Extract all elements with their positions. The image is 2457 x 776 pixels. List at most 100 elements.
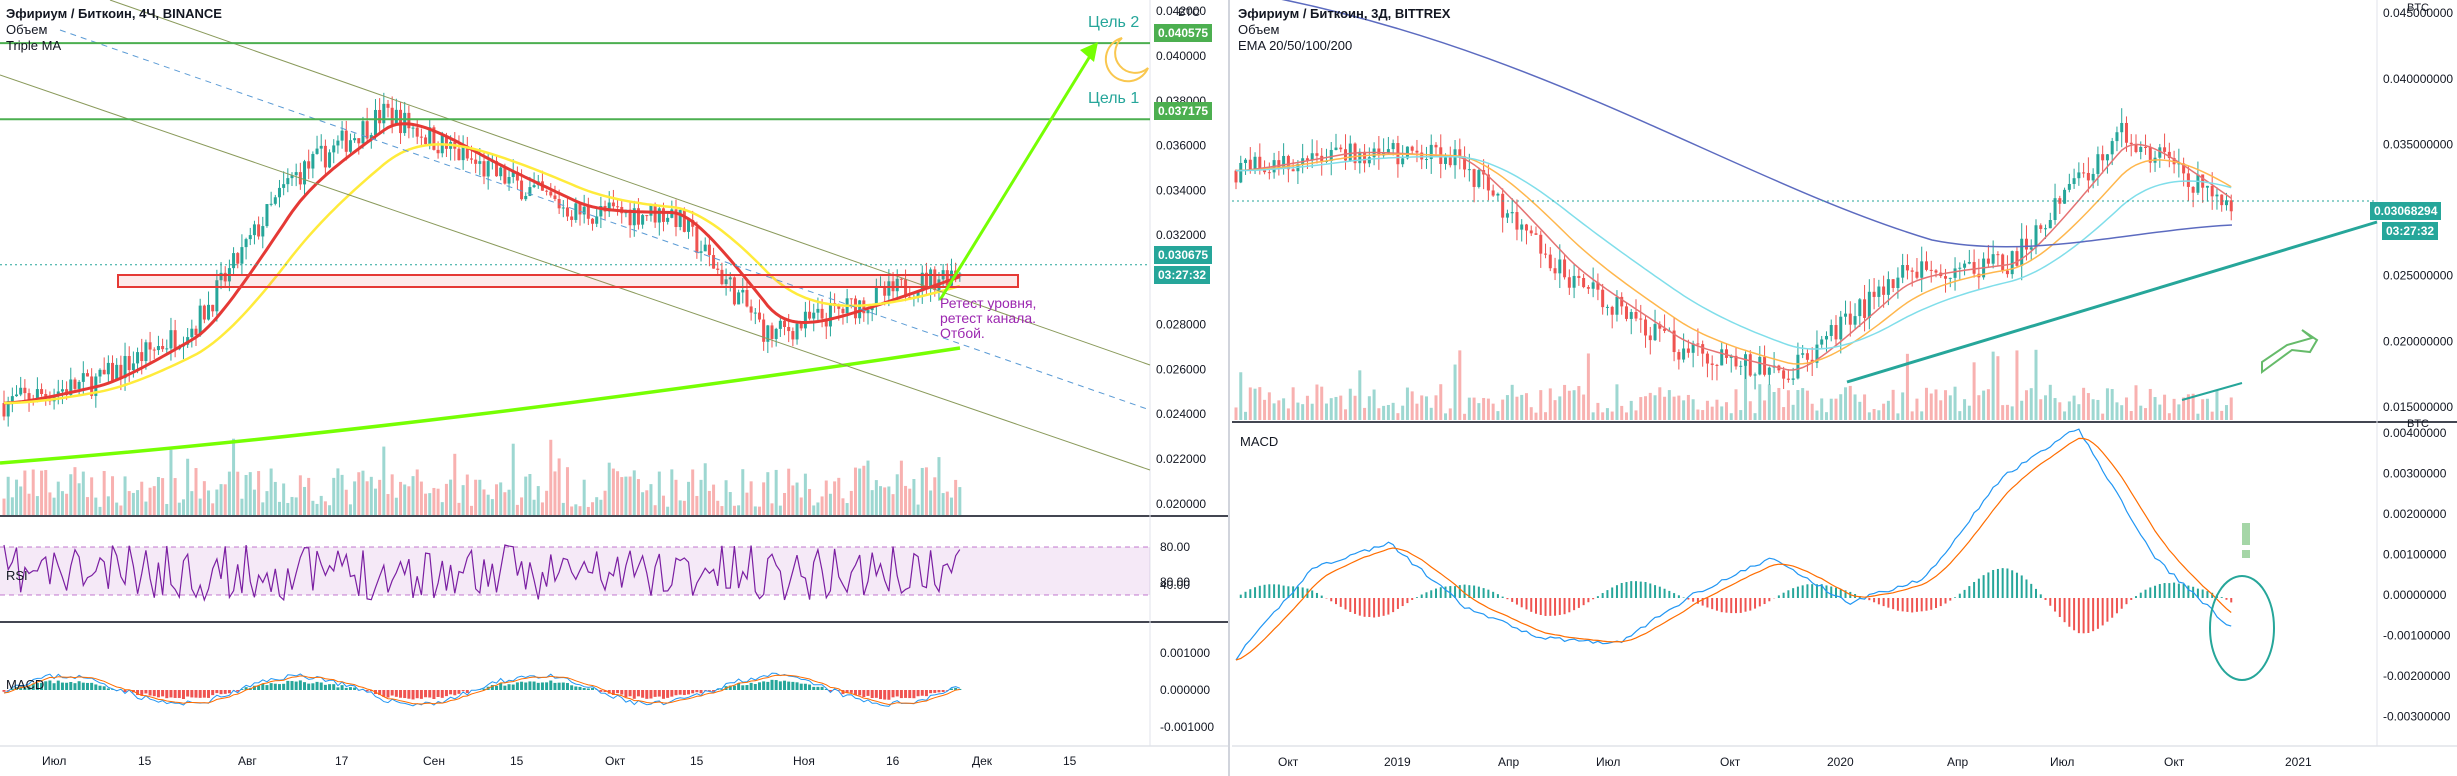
right-volume-bar — [2224, 405, 2228, 420]
right-volume-bar — [1848, 385, 1852, 420]
left-candle-body — [373, 109, 377, 136]
right-candle-body — [1334, 147, 1338, 150]
left-candle-body — [632, 208, 636, 226]
left-volume-bar — [766, 472, 770, 515]
right-macd-hist-bar — [1658, 586, 1661, 598]
left-candle-body — [507, 177, 511, 184]
left-volume-bar — [912, 479, 916, 515]
right-macd-hist-bar — [2054, 598, 2057, 612]
right-candle-body — [2077, 172, 2081, 179]
right-macd-hist-bar — [2206, 591, 2209, 598]
left-volume-bar — [841, 498, 845, 515]
right-candle-body — [1844, 313, 1848, 317]
right-volume-bar — [1948, 395, 1952, 420]
left-volume-bar — [478, 479, 482, 515]
right-macd-hist-bar — [2020, 575, 2023, 598]
right-candle-body — [1915, 271, 1919, 278]
right-candle-body — [1829, 325, 1833, 336]
right-volume-bar — [1239, 372, 1243, 420]
right-candle-body — [1363, 151, 1367, 164]
right-macd-hist-bar — [1563, 598, 1566, 615]
left-candle-body — [115, 364, 119, 381]
left-candle-body — [695, 226, 699, 253]
right-macd-hist-bar — [2001, 568, 2004, 598]
right-macd-hist-bar — [1544, 598, 1547, 616]
left-candle-body — [699, 251, 703, 253]
left-candle-body — [645, 215, 649, 217]
left-macd-hist-bar — [415, 690, 419, 699]
right-macd-hist-bar — [1954, 597, 1957, 598]
left-macd-hist-bar — [783, 680, 787, 690]
right-macd-hist-bar — [1439, 587, 1442, 598]
left-macd-hist-bar — [745, 685, 749, 690]
right-volume-bar — [1634, 410, 1638, 420]
left-y-tick-0: 0.042000 — [1156, 4, 1206, 18]
right-macd-hist-bar — [1839, 589, 1842, 598]
left-volume-bar — [753, 506, 757, 515]
left-volume-bar — [645, 490, 649, 515]
left-volume-bar — [177, 502, 181, 515]
right-volume-bar — [2201, 399, 2205, 420]
left-volume-bar — [332, 477, 336, 515]
right-volume-bar — [1629, 400, 1633, 420]
left-macd-hist-bar — [81, 682, 85, 690]
left-volume-bar — [123, 476, 127, 515]
right-macd-hist-bar — [1406, 598, 1409, 604]
left-candle-body — [40, 389, 44, 395]
right-macd-hist-bar — [2130, 598, 2133, 600]
right-volume-bar — [1424, 396, 1428, 420]
left-x-tick-11: 15 — [1063, 754, 1077, 768]
left-x-tick-6: Окт — [605, 754, 626, 768]
left-macd-hist-bar — [833, 689, 837, 690]
left-macd-hist-bar — [181, 690, 185, 700]
right-candle-body — [1234, 170, 1238, 183]
right-macd-tick-5: -0.00100000 — [2383, 629, 2451, 643]
right-macd-hist-bar — [1911, 598, 1914, 613]
right-macd-hist-bar — [1282, 585, 1285, 598]
left-macd-hist-bar — [144, 690, 148, 694]
left-chart-canvas[interactable]: 0.0420000.0400000.0380000.0360000.034000… — [0, 0, 1228, 776]
right-macd-hist-bar — [1935, 598, 1937, 609]
right-macd-hist-bar — [1420, 594, 1423, 598]
left-macd-hist-bar — [215, 690, 219, 694]
right-chart-panel[interactable]: 0.045000000 0.040000000 0.035000000 0.02500… — [1232, 0, 2457, 776]
right-candle-body — [1410, 146, 1414, 151]
left-volume-bar — [808, 488, 812, 515]
left-chart-panel[interactable]: 0.042000 0.040000 0.038000 0.036000 0.034000… — [0, 0, 1230, 776]
right-volume-bar — [1586, 353, 1590, 420]
left-volume-bar — [486, 494, 490, 515]
right-macd-hist-bar — [1987, 572, 1990, 598]
left-volume-bar — [916, 504, 920, 515]
right-volume-bar — [1734, 389, 1738, 420]
left-candle-body — [315, 148, 319, 154]
right-macd-tick-3: 0.00100000 — [2383, 548, 2447, 562]
left-volume-bar — [373, 488, 377, 515]
left-candle-body — [2, 403, 6, 417]
right-volume-bar — [2091, 399, 2095, 420]
right-candle-body — [1891, 279, 1895, 289]
left-volume-bar — [348, 504, 352, 515]
left-macd-hist-bar — [198, 690, 202, 698]
left-volume-bar — [695, 495, 699, 515]
left-macd-hist-bar — [169, 690, 173, 698]
left-candle-body — [520, 180, 524, 200]
left-candle-body — [904, 279, 908, 297]
right-candle-body — [1310, 153, 1314, 161]
right-volume-bar — [2144, 408, 2148, 420]
right-macd-hist-bar — [2092, 598, 2095, 632]
right-volume-bar — [1767, 384, 1771, 420]
right-volume-bar — [1363, 407, 1367, 420]
left-macd-hist-bar — [557, 682, 561, 690]
left-volume-bar — [603, 490, 607, 515]
left-macd-hist-bar — [561, 682, 565, 690]
left-volume-bar — [474, 479, 478, 515]
right-macd-hist-bar — [2158, 584, 2161, 598]
right-candle-body — [1886, 279, 1890, 295]
right-chart-canvas[interactable]: 0.045000000 0.040000000 0.035000000 0.02500… — [1232, 0, 2457, 776]
right-macd-hist-bar — [1239, 594, 1242, 598]
right-volume-bar — [1910, 411, 1914, 420]
left-candle-body — [457, 148, 461, 161]
left-candle-body — [657, 208, 661, 223]
left-macd-hist-bar — [136, 690, 140, 696]
right-macd-tick-7: -0.00300000 — [2383, 710, 2451, 724]
